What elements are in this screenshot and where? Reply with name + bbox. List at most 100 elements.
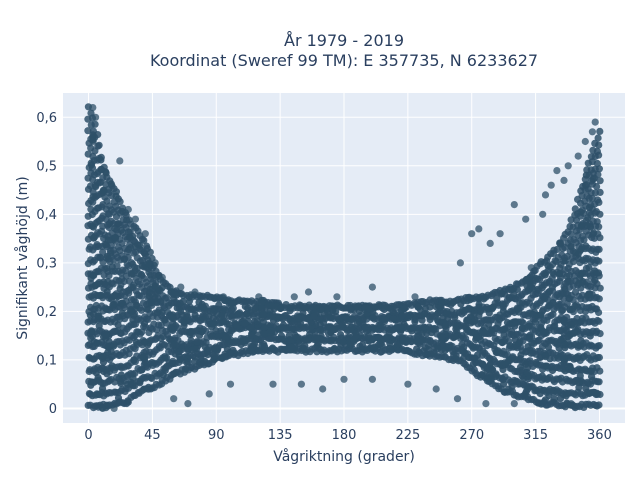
data-point (595, 378, 603, 386)
data-point (348, 323, 356, 331)
data-point (200, 315, 208, 323)
data-point (578, 221, 586, 229)
data-point (404, 314, 412, 322)
data-point (191, 357, 199, 365)
data-points (84, 103, 604, 412)
data-point (567, 243, 575, 251)
data-point (124, 205, 132, 214)
data-point (151, 282, 159, 290)
data-point (145, 299, 153, 308)
data-point (539, 327, 548, 336)
data-point (517, 351, 525, 359)
data-point (125, 233, 133, 241)
data-point (137, 270, 145, 279)
data-point (443, 308, 451, 316)
data-point (434, 316, 442, 324)
data-point (116, 157, 124, 165)
y-tick-label: 0,4 (36, 208, 57, 223)
data-point (522, 215, 530, 223)
data-point (247, 324, 255, 332)
data-point (92, 113, 100, 121)
data-point (550, 395, 559, 403)
data-point (585, 264, 593, 272)
data-point (551, 322, 559, 330)
data-point (562, 392, 570, 400)
data-point (380, 315, 388, 324)
data-point (210, 352, 219, 360)
data-point (368, 283, 376, 291)
data-point (595, 245, 603, 253)
data-point (146, 271, 155, 279)
data-point (517, 363, 525, 371)
data-point (140, 319, 149, 327)
data-point (251, 305, 259, 313)
data-point (214, 333, 222, 341)
data-point (319, 318, 328, 327)
data-point (89, 136, 97, 144)
data-point (215, 301, 223, 309)
data-point (127, 307, 135, 315)
data-point (177, 283, 185, 291)
data-point (187, 336, 195, 345)
data-point (116, 285, 124, 293)
data-point (532, 358, 540, 367)
data-point (208, 320, 216, 328)
data-point (596, 177, 604, 185)
data-point (337, 331, 345, 339)
data-point (169, 290, 177, 298)
data-point (110, 404, 118, 412)
data-point (560, 355, 568, 363)
data-point (340, 375, 348, 383)
data-point (191, 311, 199, 319)
data-point (586, 332, 594, 340)
data-point (342, 313, 350, 321)
data-point (524, 375, 533, 383)
data-point (591, 118, 599, 126)
data-point (483, 366, 491, 374)
data-point (397, 322, 405, 330)
data-point (596, 210, 604, 218)
data-point (539, 210, 547, 218)
data-point (527, 264, 535, 272)
data-point (472, 334, 481, 342)
data-point (506, 342, 514, 350)
x-tick-label: 360 (587, 428, 612, 443)
data-point (99, 352, 107, 360)
data-point (468, 230, 476, 238)
data-point (97, 165, 106, 174)
data-point (158, 273, 166, 281)
data-point (557, 240, 565, 248)
data-point (116, 198, 124, 206)
data-point (112, 192, 120, 200)
data-point (588, 373, 596, 381)
data-point (91, 282, 99, 290)
data-point (446, 341, 454, 349)
data-point (496, 230, 504, 238)
data-point (548, 283, 557, 291)
chart-title-line2: Koordinat (Sweref 99 TM): E 357735, N 62… (150, 51, 538, 70)
data-point (159, 371, 167, 379)
data-point (112, 233, 120, 242)
data-point (508, 383, 516, 391)
data-point (549, 298, 557, 307)
data-point (518, 324, 526, 332)
data-point (87, 327, 96, 335)
data-point (531, 318, 540, 326)
data-point (205, 390, 213, 398)
data-point (464, 326, 472, 334)
data-point (132, 301, 140, 309)
data-point (241, 319, 249, 327)
data-point (183, 313, 191, 321)
data-point (123, 216, 131, 224)
data-point (413, 327, 421, 335)
data-point (277, 332, 286, 340)
data-point (355, 307, 363, 315)
data-point (547, 181, 555, 189)
data-point (380, 305, 388, 314)
data-point (595, 308, 603, 317)
data-point (465, 304, 473, 312)
data-point (519, 319, 527, 327)
data-point (575, 342, 583, 350)
data-point (529, 285, 537, 293)
data-point (111, 291, 119, 299)
